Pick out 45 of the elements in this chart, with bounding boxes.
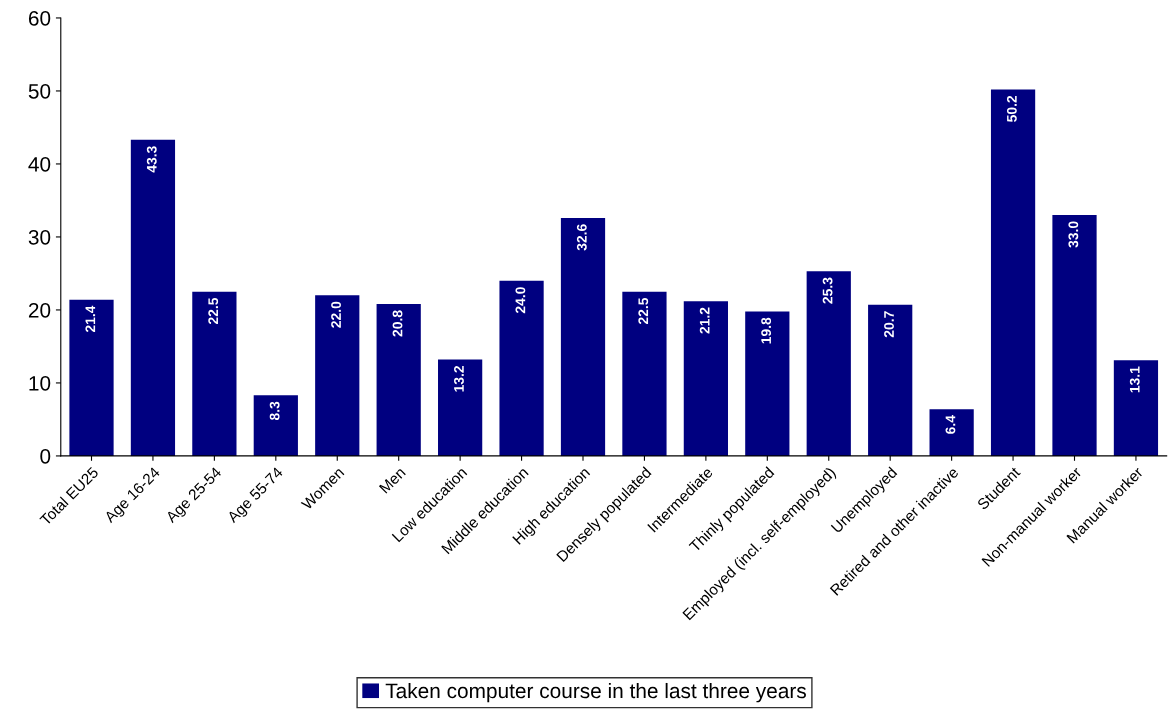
bar [683, 301, 728, 456]
bar [929, 409, 974, 456]
y-tick-label: 30 [28, 229, 51, 245]
text: 21.2 [699, 307, 710, 334]
bar [622, 291, 667, 456]
bar [990, 89, 1036, 456]
y-tick-label: 20 [28, 302, 51, 318]
bar [745, 311, 790, 456]
bar [499, 280, 544, 456]
bar [376, 304, 421, 456]
text: 22.5 [208, 297, 219, 325]
text: 25.3 [822, 277, 833, 304]
bar [69, 299, 114, 456]
text: 6.4 [945, 415, 956, 434]
text: 33.0 [1068, 221, 1079, 248]
bar [315, 295, 360, 456]
bar [253, 395, 298, 456]
text: 8.3 [269, 401, 280, 421]
text: 20.7 [884, 311, 894, 338]
y-tick-label: 50 [28, 83, 51, 99]
bar [560, 217, 606, 456]
bar [438, 359, 483, 456]
text: 43.3 [146, 146, 157, 173]
bar [130, 139, 176, 456]
bar [1113, 360, 1159, 456]
text: 21.4 [85, 305, 96, 333]
text: 13.2 [454, 365, 464, 392]
y-tick-label: 60 [28, 10, 51, 26]
bar [868, 304, 913, 456]
x-tick-label: Men [378, 466, 406, 494]
y-tick-label: 10 [29, 375, 51, 391]
y-tick-label: 0 [40, 448, 51, 464]
text: 22.0 [331, 301, 341, 328]
text: 13.1 [1129, 366, 1140, 393]
bar [806, 271, 851, 456]
legend-label: Taken computer course in the last three years [385, 682, 806, 703]
y-tick-label: 40 [28, 156, 51, 172]
bar [1052, 215, 1097, 456]
bar [192, 291, 237, 456]
text: 19.8 [761, 317, 772, 344]
text: 32.6 [576, 224, 587, 251]
text: 20.8 [392, 310, 403, 337]
text: 50.2 [1006, 95, 1017, 122]
text: 22.5 [638, 297, 649, 325]
text: 24.0 [515, 287, 526, 314]
